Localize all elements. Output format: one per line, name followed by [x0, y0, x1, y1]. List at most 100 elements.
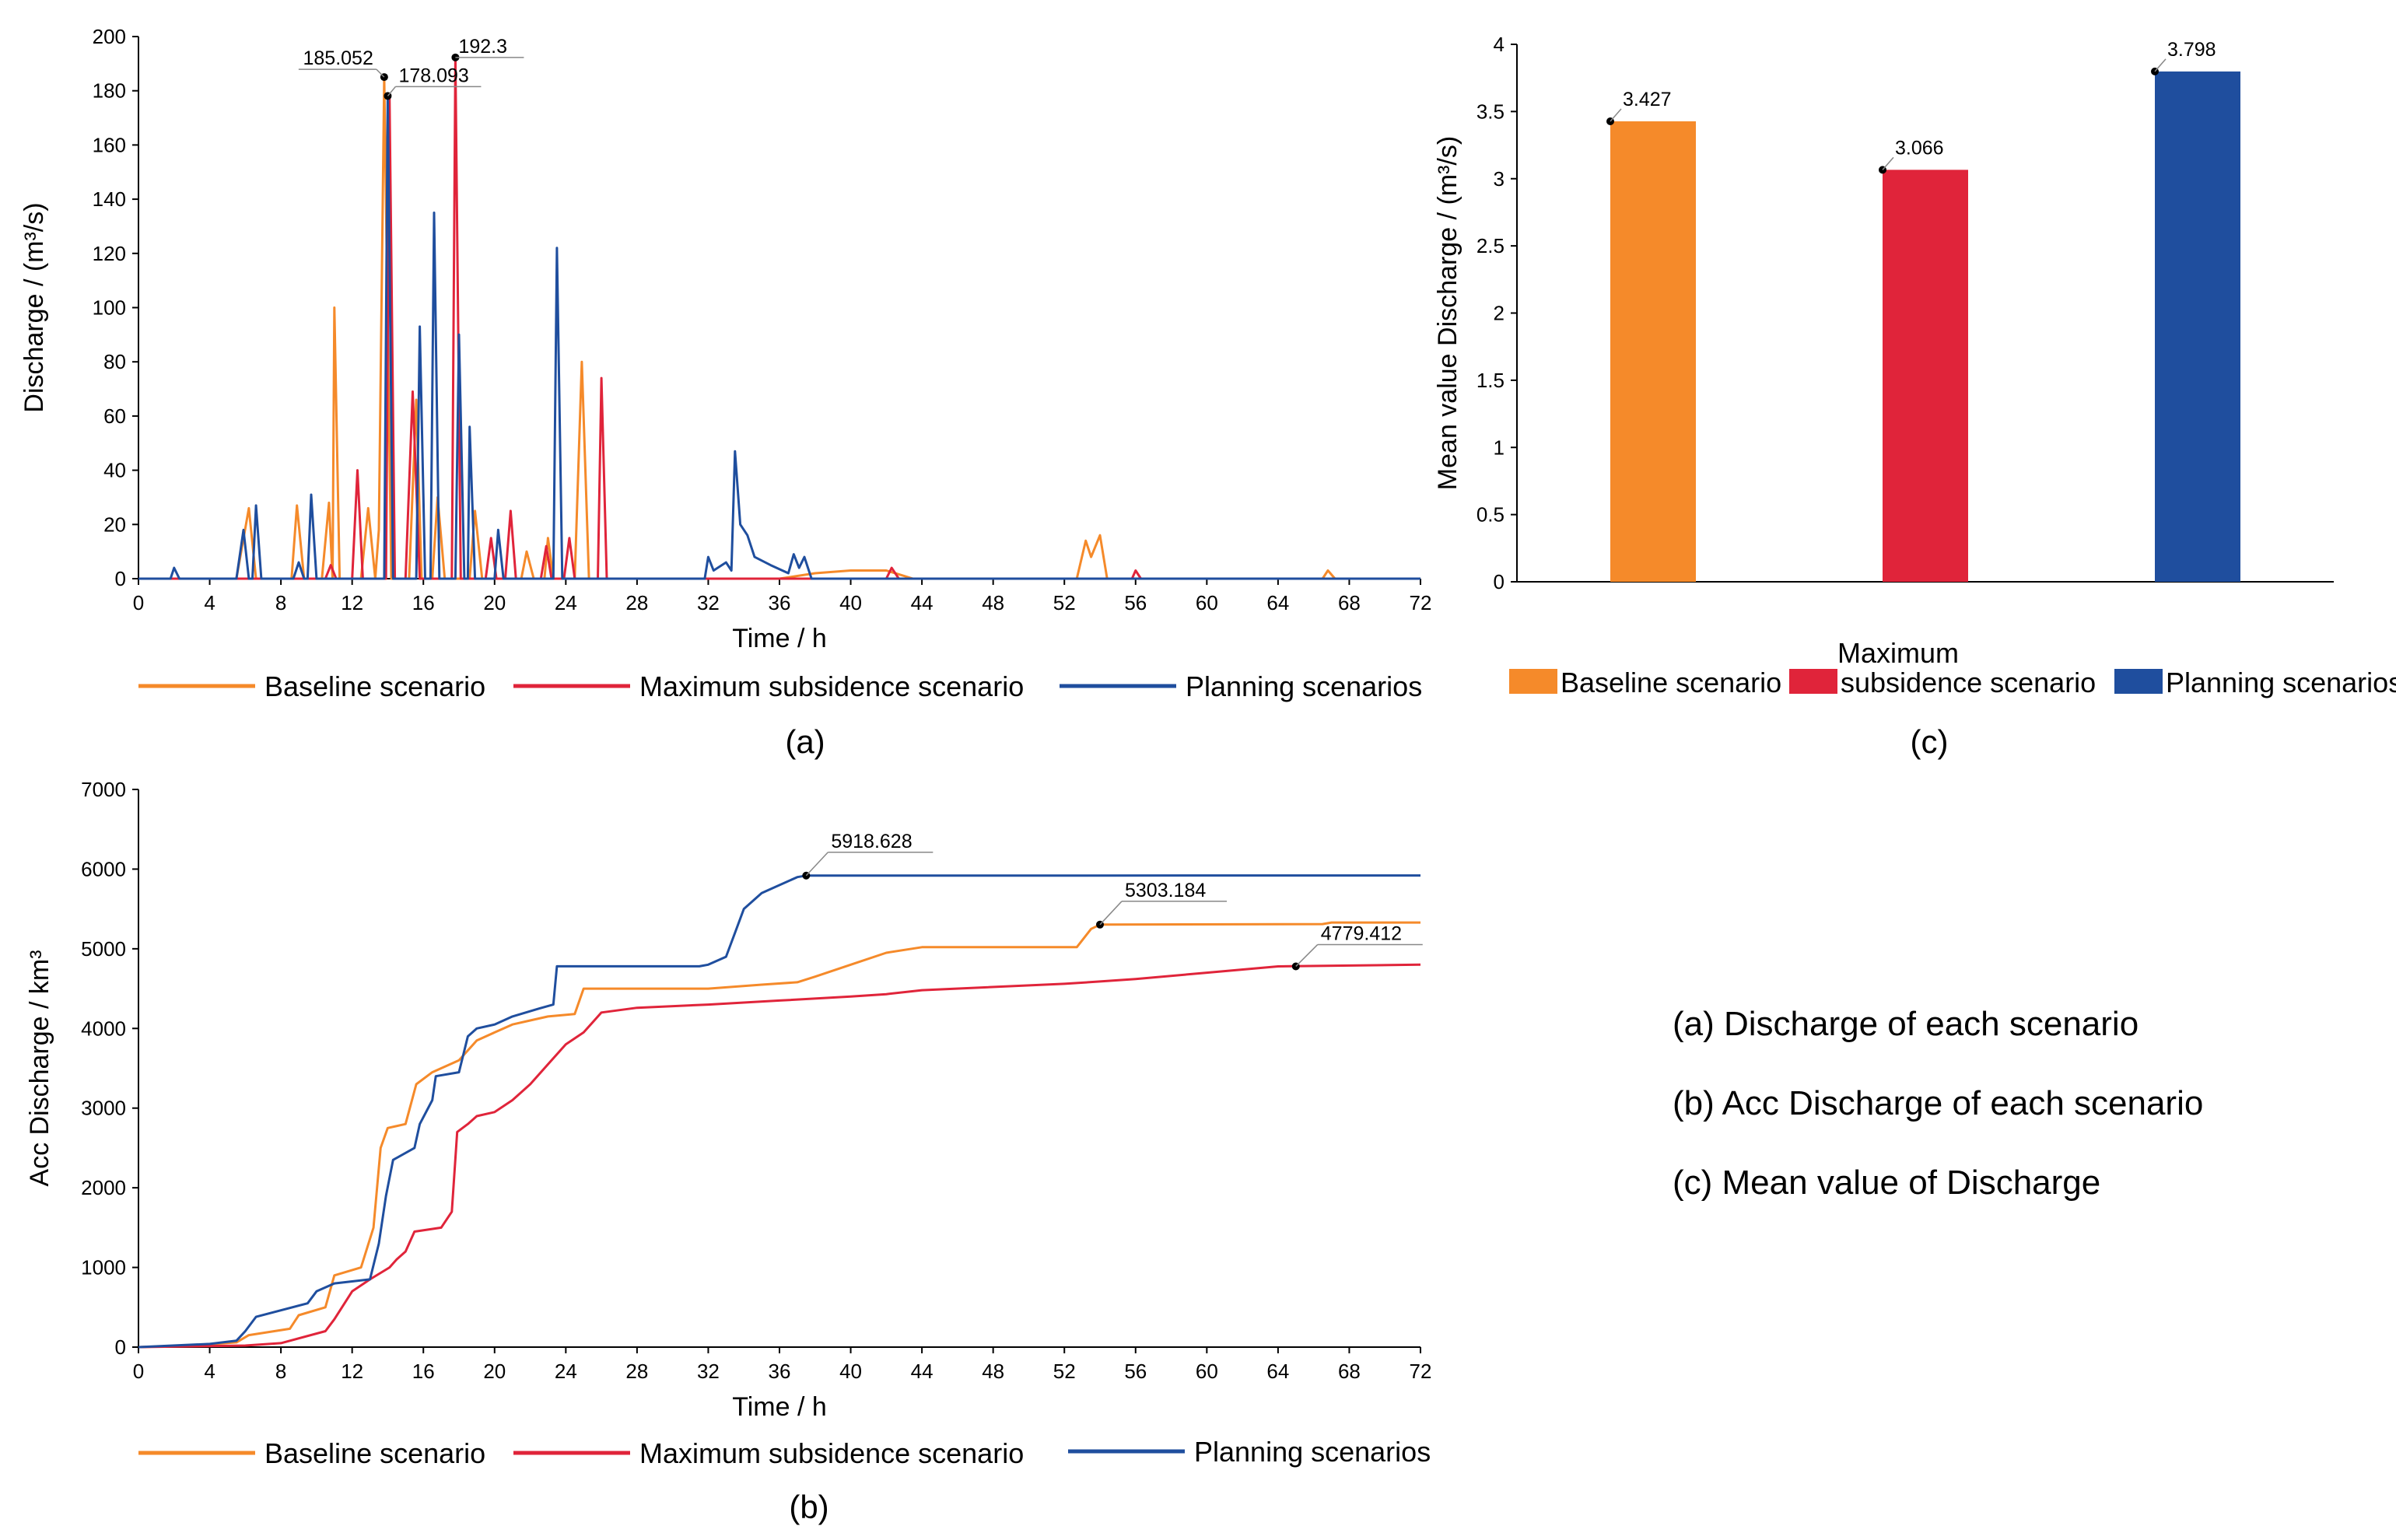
series-line-b-max_subsidence: [138, 963, 1421, 1349]
data-label-a-max_subsidence: 192.3: [458, 36, 507, 58]
y-tick-label-b: 5000: [81, 937, 126, 961]
legend-label-b-planning: Planning scenarios: [1194, 1436, 1431, 1468]
y-tick-label-a: 20: [103, 513, 126, 536]
series-line-a-baseline: [138, 75, 1420, 580]
y-tick-label-a: 60: [103, 404, 126, 428]
legend-label-a-planning: Planning scenarios: [1186, 670, 1422, 702]
legend-label-a-max_subsidence: Maximum subsidence scenario: [639, 670, 1024, 702]
bar-baseline: [1610, 121, 1696, 583]
x-tick-label-b: 68: [1338, 1360, 1361, 1383]
caption-c: (c) Mean value of Discharge: [1673, 1164, 2101, 1202]
y-tick-label-c: 0: [1494, 570, 1505, 593]
panel-label-b: (b): [789, 1489, 828, 1525]
y-tick-label-a: 40: [103, 459, 126, 482]
y-axis-title-c: Mean value Discharge / (m³/s): [1433, 136, 1462, 490]
x-axis-title-b: Time / h: [732, 1392, 827, 1422]
x-tick-label-a: 20: [483, 591, 506, 614]
x-tick-label-b: 64: [1266, 1360, 1289, 1383]
y-tick-label-b: 3000: [81, 1097, 126, 1120]
x-tick-label-a: 52: [1053, 591, 1076, 614]
panel-label-a: (a): [785, 723, 825, 760]
x-tick-label-a: 44: [911, 591, 934, 614]
x-tick-label-b: 32: [697, 1360, 720, 1383]
x-tick-label-b: 12: [341, 1360, 363, 1383]
x-tick-label-b: 20: [483, 1360, 506, 1383]
y-tick-label-c: 1: [1494, 436, 1505, 459]
bar-leader-planning: [2154, 58, 2167, 72]
data-label-a-baseline: 185.052: [303, 47, 373, 69]
y-tick-label-b: 0: [115, 1335, 126, 1359]
data-label-b-planning: 5918.628: [831, 831, 912, 852]
x-tick-label-b: 16: [412, 1360, 435, 1383]
x-tick-label-a: 40: [839, 591, 862, 614]
legend-label-b-baseline: Baseline scenario: [264, 1437, 485, 1469]
x-tick-label-a: 0: [133, 591, 144, 614]
x-tick-label-b: 24: [555, 1360, 577, 1383]
legend-swatch-c-planning: [2114, 669, 2163, 694]
data-label-a-planning: 178.093: [398, 65, 468, 86]
x-tick-label-a: 12: [341, 591, 363, 614]
x-tick-label-b: 28: [625, 1360, 648, 1383]
series-line-b-planning: [138, 874, 1421, 1349]
y-tick-label-c: 3: [1494, 167, 1505, 191]
x-tick-label-a: 28: [625, 591, 648, 614]
data-label-b-max_subsidence: 4779.412: [1321, 922, 1402, 944]
series-line-a-planning: [138, 94, 1420, 580]
bar-value-label-max_subsidence: 3.066: [1895, 137, 1944, 159]
bar-leader-baseline: [1610, 108, 1622, 122]
x-tick-label-b: 36: [769, 1360, 791, 1383]
y-tick-label-c: 0.5: [1476, 503, 1505, 527]
y-tick-label-c: 2: [1494, 302, 1505, 325]
y-axis-title-a: Discharge / (m³/s): [19, 202, 49, 412]
bar-planning: [2155, 71, 2240, 582]
x-tick-label-a: 56: [1124, 591, 1147, 614]
y-tick-label-b: 4000: [81, 1017, 126, 1040]
y-axis-title-b: Acc Discharge / km³: [25, 950, 54, 1186]
y-tick-label-a: 100: [93, 296, 126, 320]
y-tick-label-b: 2000: [81, 1176, 126, 1199]
y-tick-label-a: 120: [93, 242, 126, 265]
x-tick-label-a: 32: [697, 591, 720, 614]
bar-value-label-planning: 3.798: [2167, 39, 2216, 61]
panel-label-c: (c): [1911, 723, 1949, 760]
y-tick-label-a: 180: [93, 79, 126, 103]
x-tick-label-b: 44: [911, 1360, 934, 1383]
series-line-a-max_subsidence: [138, 56, 1420, 580]
series-line-b-baseline: [138, 921, 1420, 1349]
leader-line-b-max_subsidence: [1295, 943, 1319, 967]
x-tick-label-b: 72: [1410, 1360, 1432, 1383]
x-tick-label-a: 36: [769, 591, 791, 614]
legend-label-c-baseline: Baseline scenario: [1561, 667, 1781, 698]
x-tick-label-a: 24: [555, 591, 577, 614]
legend-label-c-max_subsidence: subsidence scenario: [1841, 667, 2096, 698]
y-tick-label-c: 3.5: [1476, 100, 1505, 123]
leader-line-b-baseline: [1099, 901, 1123, 926]
caption-a: (a) Discharge of each scenario: [1673, 1005, 2139, 1043]
y-tick-label-a: 160: [93, 133, 126, 156]
y-tick-label-a: 80: [103, 350, 126, 373]
y-tick-label-a: 0: [115, 567, 126, 590]
x-tick-label-a: 68: [1338, 591, 1361, 614]
y-tick-label-b: 7000: [81, 778, 126, 801]
x-tick-label-b: 4: [204, 1360, 215, 1383]
x-tick-label-b: 60: [1196, 1360, 1218, 1383]
y-tick-label-c: 2.5: [1476, 234, 1505, 257]
bar-value-label-baseline: 3.427: [1623, 89, 1672, 110]
caption-b: (b) Acc Discharge of each scenario: [1673, 1084, 2204, 1122]
x-tick-label-a: 60: [1196, 591, 1218, 614]
x-tick-label-b: 40: [839, 1360, 862, 1383]
y-tick-label-b: 1000: [81, 1256, 126, 1279]
data-label-b-baseline: 5303.184: [1125, 880, 1206, 901]
x-tick-label-b: 48: [982, 1360, 1004, 1383]
legend-label-a-baseline: Baseline scenario: [264, 670, 485, 702]
legend-label-b-max_subsidence: Maximum subsidence scenario: [639, 1437, 1024, 1469]
legend-swatch-c-max_subsidence: [1789, 669, 1837, 694]
x-tick-label-b: 0: [133, 1360, 144, 1383]
y-tick-label-a: 200: [93, 25, 126, 48]
x-tick-label-b: 8: [275, 1360, 286, 1383]
leader-line-a-planning: [387, 86, 397, 96]
y-tick-label-c: 4: [1494, 33, 1505, 56]
x-axis-title-a: Time / h: [732, 624, 827, 653]
legend-label-c-line1-max_subsidence: Maximum: [1837, 637, 1959, 669]
